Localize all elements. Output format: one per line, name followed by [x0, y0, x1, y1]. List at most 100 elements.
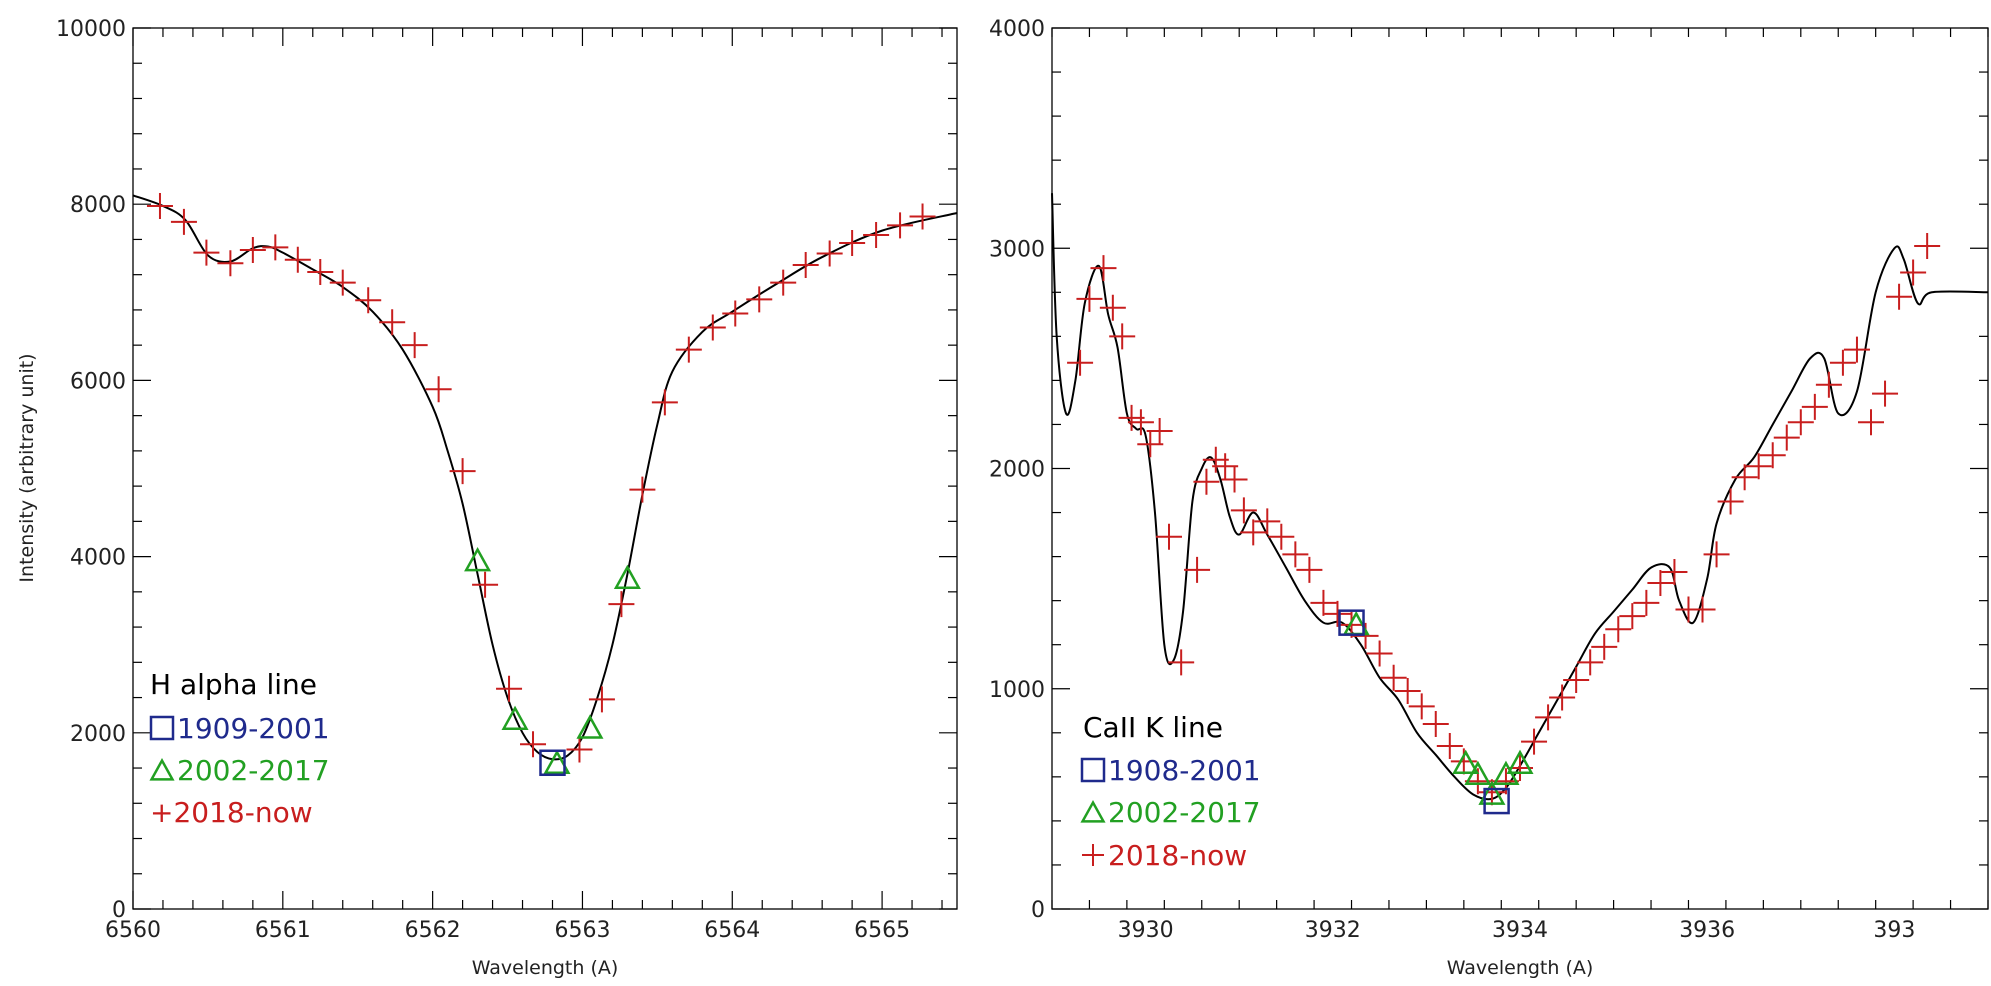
data-point-plus [1324, 600, 1351, 627]
x-tick-label: 3930 [1118, 918, 1174, 943]
legend-square-icon [1080, 757, 1106, 783]
data-point-plus [770, 269, 797, 296]
data-point-triangle [543, 749, 571, 775]
ca-k-legend: CaII K line 1908-2001 2002-2017 2018-now [1080, 711, 1261, 872]
ca-k-data-markers [1067, 233, 1941, 815]
data-point-plus [1156, 523, 1182, 550]
y-tick-label: 8000 [70, 193, 126, 218]
data-point-triangle [501, 705, 529, 730]
data-point-plus [1633, 589, 1660, 616]
data-point-plus [1914, 233, 1941, 260]
data-point-plus [1366, 640, 1393, 667]
data-point-plus [1689, 596, 1716, 623]
x-tick-label: 6563 [554, 918, 610, 943]
data-point-plus [1408, 693, 1435, 720]
data-point-plus [1661, 559, 1688, 586]
y-tick-label: 2000 [989, 458, 1045, 483]
y-tick-label: 0 [112, 898, 126, 923]
data-point-plus [1127, 409, 1154, 436]
data-point-plus [1109, 323, 1136, 350]
data-point-plus [1146, 418, 1173, 445]
x-tick-label: 3934 [1492, 918, 1548, 943]
h-alpha-spectrum-curve [132, 194, 958, 761]
data-point-plus [170, 208, 197, 235]
data-point-plus [1090, 255, 1117, 282]
data-point-plus [1436, 733, 1463, 760]
legend-triangle-icon [149, 757, 175, 781]
data-point-square [1483, 787, 1510, 815]
data-point-plus [566, 736, 593, 763]
data-point-plus [1872, 380, 1899, 407]
y-tick-label: 10000 [56, 17, 126, 42]
data-point-plus [746, 286, 773, 313]
data-point-plus [1240, 519, 1267, 546]
legend-square-icon [1080, 757, 1106, 783]
x-tick-label: 6560 [105, 918, 161, 943]
h-alpha-axes: 6560 6561 6562 6563 6564 6565 0 2000 4000 6000 800… [56, 17, 957, 943]
data-point-plus [629, 476, 656, 503]
data-point-plus [217, 250, 244, 277]
legend-square-icon [149, 715, 175, 741]
data-point-plus [1731, 464, 1758, 491]
data-point-plus [1703, 541, 1730, 568]
data-point-plus [1900, 259, 1927, 286]
legend-triangle-icon [1080, 799, 1106, 823]
ca-k-legend-entry-1908-2001: 1908-2001 [1108, 754, 1261, 787]
data-point-plus [722, 300, 749, 327]
data-point-plus [1184, 556, 1211, 583]
data-point-plus [329, 269, 356, 296]
data-point-plus [1380, 664, 1407, 691]
ca-k-spectrum-curve [1051, 193, 1989, 801]
data-point-plus [1450, 748, 1477, 775]
y-tick-label: 1000 [989, 678, 1045, 703]
x-tick-label: 3932 [1305, 918, 1361, 943]
data-point-plus [1843, 336, 1870, 363]
data-point-triangle [576, 714, 604, 739]
data-point-plus [379, 309, 406, 336]
data-point-plus [449, 458, 476, 485]
data-point-plus [1563, 666, 1590, 693]
data-point-plus [1296, 556, 1323, 583]
data-point-plus [1759, 442, 1786, 469]
data-point-square [1338, 609, 1365, 636]
ca-k-legend-entry-2018-now: 2018-now [1108, 839, 1247, 872]
data-point-plus [863, 222, 890, 249]
x-tick-label: 6562 [405, 918, 461, 943]
data-point-plus [496, 675, 523, 702]
data-point-plus [1168, 649, 1195, 676]
data-point-plus [1212, 453, 1239, 480]
data-point-plus [307, 259, 334, 286]
data-point-triangle [1478, 780, 1506, 805]
h-alpha-data-markers [146, 192, 936, 777]
h-alpha-y-axis-title: Intensity (arbitrary unit) [16, 353, 38, 582]
x-tick-label: 3936 [1679, 918, 1735, 943]
ca-k-legend-title: CaII K line [1083, 711, 1223, 744]
data-point-triangle [613, 564, 641, 589]
data-point-plus [520, 731, 547, 758]
data-point-plus [1521, 728, 1548, 755]
legend-triangle-icon [149, 757, 175, 781]
data-point-triangle [464, 547, 492, 572]
data-point-plus [792, 251, 819, 278]
data-point-triangle [1452, 749, 1480, 775]
data-point-plus [1230, 497, 1257, 524]
data-point-plus [193, 239, 220, 266]
h-alpha-x-axis-title: Wavelength (A) [472, 957, 619, 979]
y-tick-label: 4000 [70, 546, 126, 571]
data-point-plus [1773, 424, 1800, 451]
data-point-triangle [1464, 760, 1492, 786]
data-point-plus [651, 389, 678, 416]
data-point-plus [284, 246, 311, 273]
data-point-plus [1254, 508, 1281, 535]
data-point-plus [401, 332, 428, 359]
data-point-plus [239, 237, 266, 264]
data-point-plus [1619, 603, 1646, 630]
y-tick-label: 3000 [989, 237, 1045, 262]
h-alpha-legend-entry-2018-now: +2018-now [150, 796, 313, 829]
h-alpha-plot-frame [132, 27, 958, 910]
data-point-plus [1787, 409, 1814, 436]
data-point-plus [1829, 349, 1856, 376]
data-point-plus [1268, 523, 1295, 550]
